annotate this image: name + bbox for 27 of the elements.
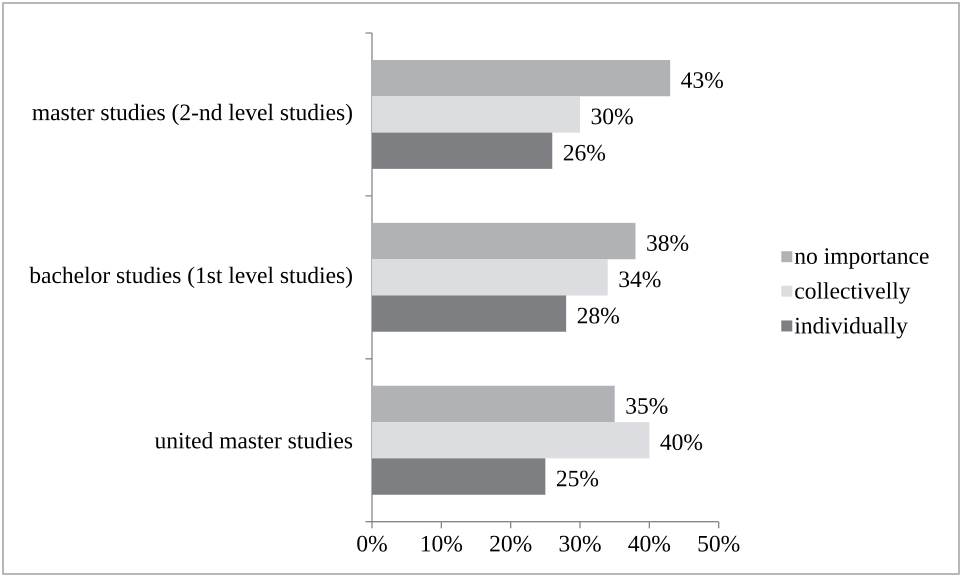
data-label: 40%	[660, 434, 702, 450]
legend-label: individually	[794, 317, 908, 338]
data-label: 30%	[592, 108, 633, 124]
y-tick-label: united master studies	[154, 432, 352, 449]
data-label: 38%	[647, 235, 688, 252]
legend-label: no importance	[794, 248, 929, 269]
data-label: 28%	[578, 308, 619, 324]
x-tick-label: 10%	[422, 536, 462, 552]
y-tick-label: bachelor studies (1st level studies)	[29, 266, 352, 288]
bar	[372, 222, 636, 260]
bar	[372, 259, 608, 296]
data-label: 26%	[564, 144, 606, 161]
bar	[372, 422, 650, 458]
bar	[372, 386, 615, 422]
legend-label: collectivelly	[795, 282, 910, 304]
x-tick-label: 0%	[357, 536, 387, 552]
data-label: 25%	[556, 470, 598, 487]
data-label: 43%	[681, 72, 723, 88]
data-label: 34%	[619, 271, 661, 288]
x-tick-label: 40%	[628, 536, 670, 552]
x-tick-label: 50%	[698, 536, 740, 552]
y-tick-label: master studies (2-nd level studies)	[32, 104, 352, 126]
bar	[372, 96, 580, 133]
x-tick-label: 30%	[560, 536, 601, 552]
x-tick-label: 20%	[490, 536, 532, 552]
bar	[372, 60, 670, 96]
data-label: 35%	[626, 398, 668, 414]
